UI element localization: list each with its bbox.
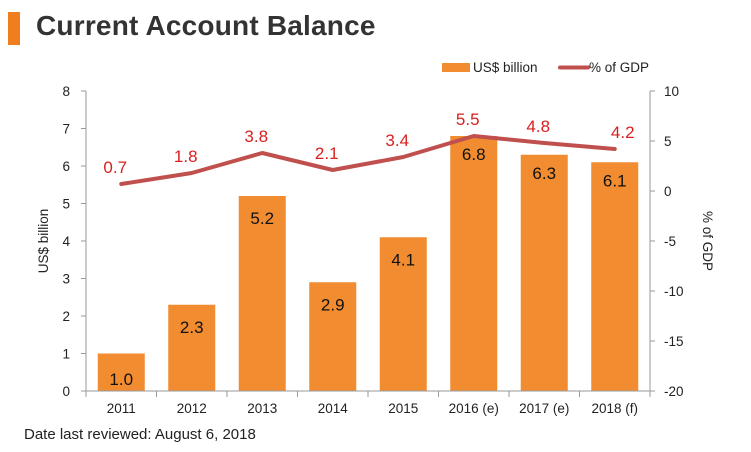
- x-tick-label: 2016 (e): [449, 401, 499, 416]
- y2-tick-label: -15: [664, 334, 684, 349]
- y-tick-label: 2: [62, 309, 70, 324]
- page-title: Current Account Balance: [36, 10, 376, 41]
- line-value-label: 0.7: [103, 158, 127, 177]
- line-value-label: 3.4: [385, 131, 409, 150]
- bar-2013: [238, 196, 286, 391]
- gdp-point-2011: [119, 182, 123, 186]
- line-value-label: 5.5: [456, 110, 480, 129]
- x-tick-label: 2017 (e): [519, 401, 569, 416]
- y-tick-label: 5: [62, 197, 70, 212]
- bar-2014: [309, 282, 357, 391]
- y-axis-title: US$ billion: [36, 209, 51, 274]
- date-reviewed-note: Date last reviewed: August 6, 2018: [24, 426, 256, 443]
- line-value-label: 3.8: [244, 127, 268, 146]
- x-tick-label: 2014: [318, 401, 349, 416]
- y-tick-label: 1: [62, 347, 70, 362]
- line-value-label: 2.1: [315, 144, 339, 163]
- x-tick-label: 2012: [177, 401, 207, 416]
- x-tick-label: 2011: [107, 401, 136, 416]
- y2-tick-label: -5: [664, 234, 676, 249]
- line-value-label: 4.2: [611, 123, 635, 142]
- legend-bar-label: US$ billion: [473, 60, 538, 75]
- y-tick-label: 6: [62, 159, 70, 174]
- y-tick-label: 8: [62, 84, 70, 99]
- y-tick-label: 7: [62, 122, 70, 137]
- gdp-point-2016 (e): [472, 134, 476, 138]
- bar-value-label: 6.3: [532, 164, 556, 183]
- y-tick-label: 3: [62, 272, 70, 287]
- gdp-point-2013: [260, 151, 264, 155]
- y2-tick-label: -10: [664, 284, 684, 299]
- bar-value-label: 5.2: [250, 209, 274, 228]
- bar-value-label: 6.1: [603, 171, 627, 190]
- y2-tick-label: -20: [664, 384, 684, 399]
- bar-2018 (f): [591, 162, 639, 391]
- gdp-point-2012: [190, 171, 194, 175]
- legend-line-label: % of GDP: [589, 60, 649, 75]
- legend-bar-swatch: [442, 63, 470, 72]
- bar-value-label: 2.3: [180, 318, 204, 337]
- y2-axis-title: % of GDP: [700, 211, 715, 271]
- bar-2017 (e): [520, 154, 568, 391]
- gdp-point-2018 (f): [613, 147, 617, 151]
- bar-value-label: 2.9: [321, 295, 345, 314]
- bar-2016 (e): [450, 136, 498, 391]
- line-value-label: 4.8: [526, 117, 550, 136]
- y2-tick-label: 10: [664, 84, 679, 99]
- x-tick-label: 2015: [388, 401, 418, 416]
- y2-tick-label: 5: [664, 134, 672, 149]
- y-tick-label: 4: [62, 234, 70, 249]
- y2-tick-label: 0: [664, 184, 672, 199]
- y-tick-label: 0: [62, 384, 70, 399]
- bar-value-label: 6.8: [462, 145, 486, 164]
- gdp-point-2015: [401, 155, 405, 159]
- line-value-label: 1.8: [174, 147, 198, 166]
- title-accent-bar: [8, 12, 20, 45]
- bar-value-label: 4.1: [391, 250, 415, 269]
- gdp-point-2014: [331, 168, 335, 172]
- x-tick-label: 2018 (f): [591, 401, 638, 416]
- bar-2012: [168, 304, 216, 391]
- gdp-point-2017 (e): [542, 141, 546, 145]
- gdp-percent-line: [119, 134, 617, 186]
- bar-2011: [97, 353, 145, 391]
- bar-2015: [379, 237, 427, 391]
- bar-value-label: 1.0: [109, 370, 133, 389]
- x-tick-label: 2013: [247, 401, 277, 416]
